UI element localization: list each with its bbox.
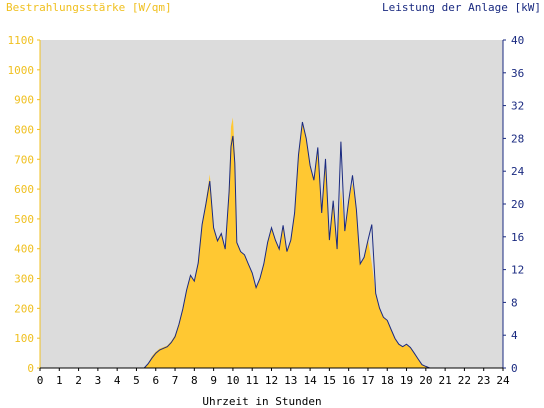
x-tick-label: 12 xyxy=(265,374,278,387)
left-axis-title: Bestrahlungsstärke [W/qm] xyxy=(6,1,172,14)
series-layer xyxy=(40,117,503,369)
x-tick-label: 0 xyxy=(37,374,44,387)
left-tick-label: 800 xyxy=(14,123,34,136)
right-tick-label: 36 xyxy=(511,67,524,80)
x-tick-label: 1 xyxy=(56,374,63,387)
x-tick-label: 17 xyxy=(361,374,374,387)
x-tick-label: 2 xyxy=(75,374,82,387)
x-tick-label: 10 xyxy=(226,374,239,387)
x-tick-label: 4 xyxy=(114,374,121,387)
left-tick-label: 100 xyxy=(14,332,34,345)
x-tick-label: 11 xyxy=(246,374,259,387)
right-tick-label: 32 xyxy=(511,100,524,113)
left-tick-label: 0 xyxy=(27,362,34,375)
right-tick-label: 0 xyxy=(511,362,518,375)
x-tick-label: 5 xyxy=(133,374,140,387)
left-tick-label: 900 xyxy=(14,94,34,107)
x-tick-label: 7 xyxy=(172,374,179,387)
x-tick-label: 9 xyxy=(210,374,217,387)
x-axis-title: Uhrzeit in Stunden xyxy=(202,395,321,408)
right-tick-label: 16 xyxy=(511,231,524,244)
power-line xyxy=(40,121,503,369)
right-tick-label: 8 xyxy=(511,296,518,309)
left-tick-label: 200 xyxy=(14,302,34,315)
left-tick-label: 1000 xyxy=(8,64,35,77)
right-tick-label: 28 xyxy=(511,132,524,145)
x-tick-label: 15 xyxy=(323,374,336,387)
right-tick-label: 20 xyxy=(511,198,524,211)
left-tick-label: 700 xyxy=(14,153,34,166)
x-tick-label: 6 xyxy=(152,374,159,387)
left-tick-label: 1100 xyxy=(8,34,35,47)
axes-layer: 0100200300400500600700800900100011000481… xyxy=(8,34,525,387)
x-tick-label: 24 xyxy=(496,374,510,387)
left-tick-label: 400 xyxy=(14,243,34,256)
x-tick-label: 20 xyxy=(419,374,432,387)
x-tick-label: 22 xyxy=(458,374,471,387)
x-tick-label: 3 xyxy=(95,374,102,387)
x-tick-label: 14 xyxy=(303,374,317,387)
x-tick-label: 19 xyxy=(400,374,413,387)
right-tick-label: 24 xyxy=(511,165,525,178)
x-tick-label: 21 xyxy=(439,374,452,387)
x-tick-label: 23 xyxy=(477,374,490,387)
left-tick-label: 300 xyxy=(14,273,34,286)
left-tick-label: 600 xyxy=(14,183,34,196)
irradiance-area xyxy=(40,117,503,368)
right-tick-label: 4 xyxy=(511,329,518,342)
x-tick-label: 13 xyxy=(284,374,297,387)
right-tick-label: 40 xyxy=(511,34,524,47)
right-axis-title: Leistung der Anlage [kW] xyxy=(382,1,541,14)
x-tick-label: 8 xyxy=(191,374,198,387)
right-tick-label: 12 xyxy=(511,264,524,277)
left-tick-label: 500 xyxy=(14,213,34,226)
x-tick-label: 16 xyxy=(342,374,355,387)
x-tick-label: 18 xyxy=(381,374,394,387)
